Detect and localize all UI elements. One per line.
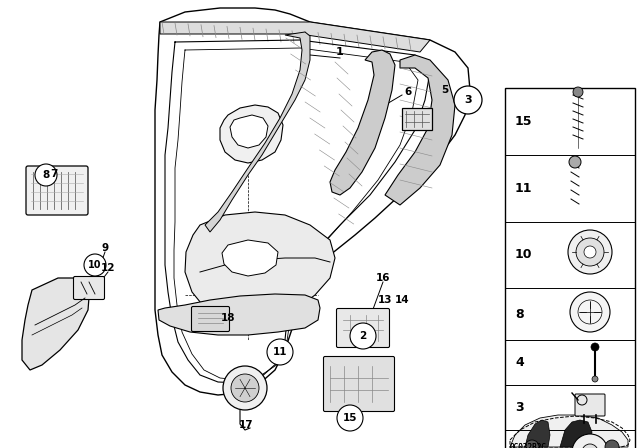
Text: 15: 15 (343, 413, 357, 423)
Circle shape (223, 366, 267, 410)
Circle shape (582, 444, 598, 448)
Text: 18: 18 (221, 313, 236, 323)
Text: 4: 4 (515, 356, 524, 369)
Text: 17: 17 (239, 420, 253, 430)
Circle shape (35, 164, 57, 186)
Polygon shape (205, 32, 310, 232)
Polygon shape (222, 240, 278, 276)
Text: 16: 16 (376, 273, 390, 283)
Polygon shape (385, 55, 455, 205)
Circle shape (231, 374, 259, 402)
Text: 11: 11 (273, 347, 287, 357)
Text: 3: 3 (464, 95, 472, 105)
Text: 5: 5 (442, 85, 449, 95)
Circle shape (584, 246, 596, 258)
Polygon shape (330, 50, 395, 195)
Circle shape (337, 405, 363, 431)
Text: 8: 8 (515, 307, 524, 320)
Circle shape (350, 323, 376, 349)
Circle shape (591, 343, 599, 351)
Circle shape (605, 440, 619, 448)
Text: 14: 14 (395, 295, 410, 305)
Text: 10: 10 (88, 260, 102, 270)
Circle shape (267, 339, 293, 365)
Text: 15: 15 (515, 115, 532, 128)
Bar (505, 88, 635, 448)
Text: 13: 13 (378, 295, 392, 305)
Polygon shape (22, 278, 90, 370)
Text: 8: 8 (42, 170, 50, 180)
Polygon shape (220, 105, 283, 163)
FancyBboxPatch shape (402, 108, 432, 130)
Text: 2: 2 (360, 331, 367, 341)
Polygon shape (160, 22, 430, 52)
Polygon shape (158, 294, 320, 335)
Text: 10: 10 (515, 249, 532, 262)
Circle shape (576, 238, 604, 266)
Polygon shape (510, 415, 628, 447)
Text: 0C032B2C: 0C032B2C (510, 443, 547, 448)
Polygon shape (230, 115, 268, 148)
Polygon shape (155, 8, 470, 395)
Circle shape (573, 87, 583, 97)
Circle shape (84, 254, 106, 276)
Text: 11: 11 (515, 182, 532, 195)
Circle shape (454, 86, 482, 114)
Polygon shape (525, 420, 550, 447)
Circle shape (592, 376, 598, 382)
Circle shape (570, 292, 610, 332)
Text: 6: 6 (404, 87, 412, 97)
FancyBboxPatch shape (575, 394, 605, 416)
Circle shape (525, 440, 539, 448)
FancyBboxPatch shape (191, 306, 230, 332)
Polygon shape (560, 420, 592, 447)
FancyBboxPatch shape (323, 357, 394, 412)
Text: 1: 1 (336, 47, 344, 57)
Circle shape (569, 156, 581, 168)
Text: 12: 12 (100, 263, 115, 273)
Text: 3: 3 (515, 401, 524, 414)
Text: 9: 9 (101, 243, 109, 253)
Circle shape (572, 434, 608, 448)
Text: 0C032B2C: 0C032B2C (510, 443, 547, 448)
Polygon shape (185, 212, 335, 323)
Circle shape (568, 230, 612, 274)
Text: 7: 7 (51, 169, 58, 179)
FancyBboxPatch shape (26, 166, 88, 215)
FancyBboxPatch shape (337, 309, 390, 348)
FancyBboxPatch shape (74, 276, 104, 300)
